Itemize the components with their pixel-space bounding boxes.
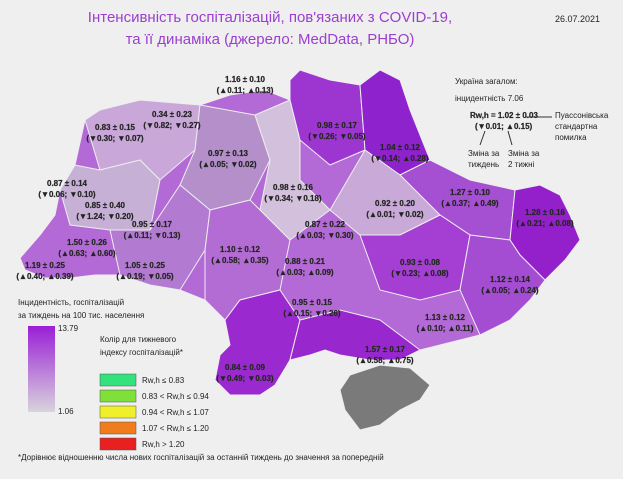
region-change: (▼1.24; ▼0.20)	[76, 212, 134, 221]
region-change: (▼0.49; ▼0.03)	[216, 374, 274, 383]
national-r: Rw,h = 1.02 ± 0.03	[470, 111, 538, 120]
region-change: (▼0.34; ▼0.18)	[264, 194, 322, 203]
region-value: 0.98 ± 0.16	[273, 183, 314, 192]
region-change: (▲0.63; ▲0.60)	[58, 249, 116, 258]
national-heading: Україна загалом:	[455, 77, 518, 86]
region-value: 1.05 ± 0.25	[125, 261, 166, 270]
region-change: (▲0.37; ▲0.49)	[441, 199, 499, 208]
legend-label: 0.94 < Rw,h ≤ 1.07	[142, 408, 209, 417]
region-change: (▼0.06; ▼0.10)	[38, 190, 96, 199]
legend-label: 1.07 < Rw,h ≤ 1.20	[142, 424, 209, 433]
legend-title: Інцидентність, госпіталізацій	[18, 298, 124, 307]
region-change: (▲0.03; ▼0.30)	[296, 231, 354, 240]
legend-label: 0.83 < Rw,h ≤ 0.94	[142, 392, 209, 401]
region-value: 0.83 ± 0.15	[95, 123, 136, 132]
region-change: (▲0.58; ▲0.35)	[211, 256, 269, 265]
national-incidence: інцидентність 7.06	[455, 94, 524, 103]
region-value: 1.04 ± 0.12	[380, 143, 421, 152]
legend: Інцидентність, госпіталізацій за тиждень…	[18, 298, 183, 416]
region-value: 0.85 ± 0.40	[85, 201, 126, 210]
date: 26.07.2021	[555, 14, 600, 24]
region-value: 1.50 ± 0.26	[67, 238, 108, 247]
region-value: 0.87 ± 0.22	[305, 220, 346, 229]
national-summary: Україна загалом: інцидентність 7.06 Rw,h…	[455, 77, 609, 169]
legend-title: Колір для тижневого	[100, 335, 177, 344]
region-value: 0.84 ± 0.09	[225, 363, 266, 372]
legend-swatch	[99, 405, 137, 419]
region-change: (▼0.30; ▼0.07)	[86, 134, 144, 143]
region-change: (▲0.10; ▲0.11)	[417, 324, 474, 333]
region-value: 0.92 ± 0.20	[375, 199, 416, 208]
region-change: (▼0.14; ▲0.28)	[371, 154, 429, 163]
region-change: (▲0.05; ▼0.02)	[199, 160, 257, 169]
title: Інтенсивність госпіталізацій, пов'язаних…	[88, 9, 452, 26]
note: стандартна	[555, 122, 598, 131]
region-change: (▲0.11; ▲0.13)	[217, 86, 274, 95]
region-value: 1.19 ± 0.25	[25, 261, 66, 270]
footnote: *Дорівнює відношенню числа нових госпіта…	[18, 453, 384, 462]
pointer	[507, 130, 513, 146]
pointer	[479, 130, 486, 146]
legend-swatch	[99, 421, 137, 435]
region-value: 0.95 ± 0.17	[132, 220, 173, 229]
region-value: 1.28 ± 0.16	[525, 208, 566, 217]
gradient-bar	[28, 326, 55, 412]
legend-label: Rw,h ≤ 0.83	[142, 376, 185, 385]
region-value: 1.12 ± 0.14	[490, 275, 531, 284]
region-value: 0.93 ± 0.08	[400, 258, 441, 267]
region-change: (▲0.03; ▲0.09)	[276, 268, 334, 277]
region-value: 0.88 ± 0.21	[285, 257, 326, 266]
region-value: 1.27 ± 0.10	[450, 188, 491, 197]
region-change: (▲0.01; ▼0.02)	[366, 210, 424, 219]
legend-title: індексу госпіталізацій*	[100, 348, 183, 357]
legend-swatch	[99, 437, 137, 451]
legend-swatch	[99, 389, 137, 403]
region-change: (▼0.23; ▲0.08)	[391, 269, 449, 278]
region-change: (▼0.82; ▼0.27)	[143, 121, 201, 130]
region-change: (▲0.58; ▲0.75)	[356, 356, 414, 365]
region-value: 0.98 ± 0.17	[317, 121, 358, 130]
note: Зміна за	[468, 149, 500, 158]
map	[19, 69, 581, 431]
region-value: 0.95 ± 0.15	[292, 298, 333, 307]
region-value: 1.16 ± 0.10	[225, 75, 266, 84]
region-change: (▲0.21; ▲0.08)	[516, 219, 574, 228]
legend-max: 13.79	[58, 324, 79, 333]
region-change: (▲0.05; ▲0.24)	[481, 286, 539, 295]
note: тиждень	[468, 160, 499, 169]
legend-min: 1.06	[58, 407, 74, 416]
note: помилка	[555, 133, 587, 142]
region-change: (▲0.11; ▼0.13)	[124, 231, 181, 240]
region-value: 1.57 ± 0.17	[365, 345, 406, 354]
region-value: 0.97 ± 0.13	[208, 149, 249, 158]
note: Зміна за	[508, 149, 540, 158]
title: та її динаміка (джерело: MedData, РНБО)	[126, 31, 415, 48]
region-change: (▲0.15; ▼0.26)	[283, 309, 341, 318]
legend-title: за тиждень на 100 тис. населення	[18, 311, 144, 320]
legend-swatch	[99, 373, 137, 387]
region-change: (▲0.19; ▼0.05)	[116, 272, 174, 281]
region-value: 1.13 ± 0.12	[425, 313, 466, 322]
note: Пуассонівська	[555, 111, 609, 120]
note: 2 тижні	[508, 160, 535, 169]
region-value: 1.10 ± 0.12	[220, 245, 261, 254]
legend-label: Rw,h > 1.20	[142, 440, 185, 449]
region-change: (▼0.26; ▼0.05)	[308, 132, 366, 141]
region-value: 0.87 ± 0.14	[47, 179, 88, 188]
national-change: (▼0.01; ▲0.15)	[475, 122, 533, 131]
region-value: 0.34 ± 0.23	[152, 110, 193, 119]
region-change: (▲0.40; ▲0.39)	[16, 272, 74, 281]
